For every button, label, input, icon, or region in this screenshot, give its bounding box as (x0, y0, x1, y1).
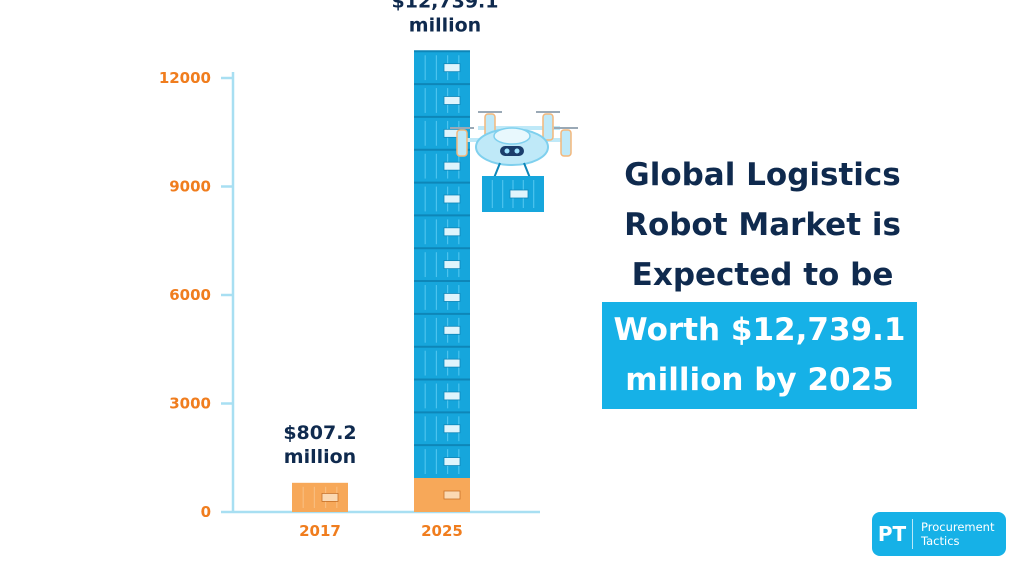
drone-motor (456, 129, 468, 157)
drone-cable (523, 162, 531, 179)
drone-eye (514, 148, 520, 154)
headline: Global Logistics Robot Market is Expecte… (590, 150, 935, 300)
y-tick-label: 12000 (159, 69, 211, 87)
logo-text: Procurement Tactics (913, 520, 994, 548)
highlight-line-1: Worth $12,739.1 (613, 312, 906, 348)
drone-icon (450, 111, 578, 212)
container-label (443, 490, 461, 500)
highlight-line-2: million by 2025 (625, 362, 894, 398)
bar-base (414, 478, 470, 512)
y-tick-label: 9000 (169, 178, 211, 196)
container-label (443, 424, 461, 434)
data-label: $12,739.1 (392, 0, 499, 12)
logo-text-line-1: Procurement (921, 520, 995, 534)
logo-mark: PT (872, 519, 913, 549)
data-label: $807.2 (283, 422, 356, 444)
container-label (443, 63, 461, 73)
bar-body (414, 51, 470, 478)
y-tick-label: 6000 (169, 286, 211, 304)
headline-line-3: Expected to be (631, 257, 894, 293)
headline-highlight: Worth $12,739.1 million by 2025 (602, 302, 917, 409)
data-label: million (284, 446, 356, 468)
drone-eye (504, 148, 510, 154)
drone-motor (560, 129, 572, 157)
drone-visor (500, 146, 524, 156)
container-label (321, 493, 339, 502)
container-label (443, 325, 461, 335)
bar-body (292, 482, 348, 512)
container-label (443, 457, 461, 466)
container-label (509, 189, 529, 199)
container-label (443, 96, 461, 105)
x-tick-label: 2017 (299, 522, 341, 540)
logo-text-line-2: Tactics (921, 534, 960, 548)
data-label: million (409, 14, 481, 36)
bar (414, 50, 470, 512)
headline-line-2: Robot Market is (624, 207, 901, 243)
container-label (443, 260, 461, 270)
brand-logo[interactable]: PT Procurement Tactics (872, 512, 1006, 556)
headline-line-1: Global Logistics (624, 157, 901, 193)
bar (292, 482, 348, 512)
drone-motor (542, 113, 554, 141)
drone-top (493, 127, 531, 145)
container-label (443, 293, 461, 302)
container-label (443, 194, 461, 204)
y-tick-label: 0 (201, 503, 211, 521)
x-tick-label: 2025 (421, 522, 463, 540)
container-label (443, 161, 461, 171)
container-label (443, 358, 461, 368)
container-label (443, 227, 461, 237)
chart-bars (292, 50, 470, 512)
container-label (443, 391, 461, 401)
drone-cable (493, 162, 501, 179)
y-tick-label: 3000 (169, 395, 211, 413)
chart-axes: 0 3000 6000 9000 12000 (159, 69, 540, 521)
